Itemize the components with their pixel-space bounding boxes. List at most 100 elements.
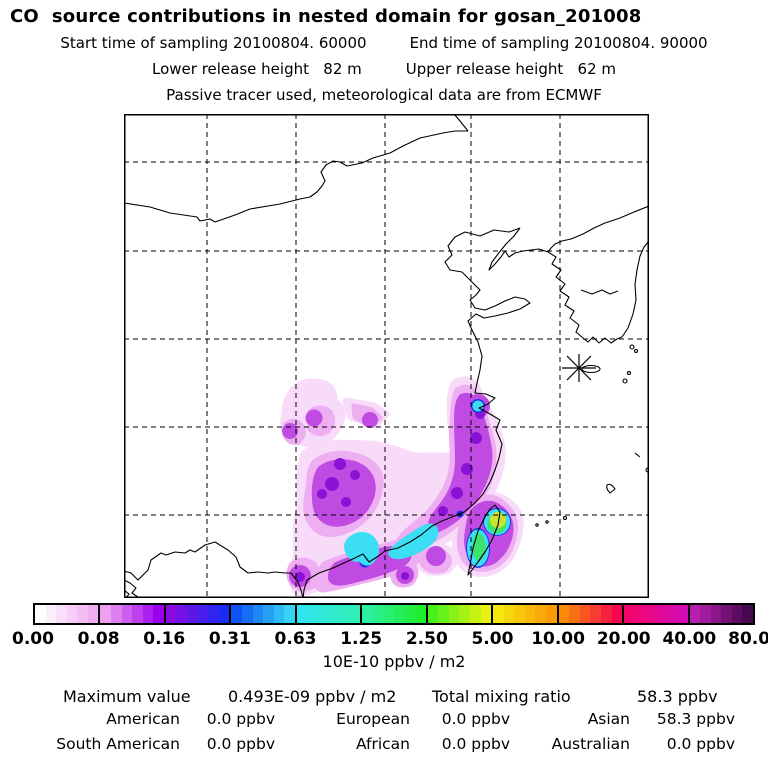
release-heights-line: Lower release height 82 m Upper release … <box>0 60 768 78</box>
colorbar-cell <box>742 605 753 623</box>
tracer-note-line: Passive tracer used, meteorological data… <box>0 86 768 104</box>
region-contributions-table: American 0.0 ppbv European 0.0 ppbv Asia… <box>30 710 735 753</box>
total-mixing-ratio-label: Total mixing ratio <box>432 687 571 706</box>
colorbar-segment <box>35 605 101 623</box>
colorbar-cell <box>284 605 295 623</box>
colorbar-cell <box>645 605 656 623</box>
region-name: South American <box>56 735 180 753</box>
colorbar-cell <box>569 605 580 623</box>
contribution-map <box>123 113 651 599</box>
colorbar <box>33 603 755 625</box>
border-korea-dmz <box>580 289 619 295</box>
colorbar-cell <box>459 605 471 623</box>
colorbar-segment <box>100 605 166 623</box>
colorbar-cell <box>634 605 646 623</box>
colorbar-segment <box>296 605 363 623</box>
colorbar-cell <box>394 605 405 623</box>
colorbar-cell <box>87 605 99 623</box>
colorbar-tick-label: 10.00 <box>531 629 585 649</box>
total-mixing-ratio-value: 58.3 ppbv <box>637 687 718 706</box>
colorbar-cell <box>535 605 547 623</box>
colorbar-cell <box>307 605 318 623</box>
colorbar-tick-label: 1.25 <box>340 629 383 649</box>
colorbar-segment <box>427 605 494 623</box>
receptor-star-icon <box>562 354 596 382</box>
colorbar-tick-label: 80.00 <box>728 629 768 649</box>
colorbar-cell <box>296 605 308 623</box>
colorbar-cell <box>263 605 274 623</box>
maximum-value-label: Maximum value <box>63 687 191 706</box>
colorbar-cell <box>208 605 219 623</box>
colorbar-cell <box>480 605 492 623</box>
colorbar-cell <box>689 605 701 623</box>
colorbar-cell <box>524 605 536 623</box>
region-value: 58.3 ppbv <box>656 710 735 728</box>
colorbar-cell <box>710 605 722 623</box>
region-value: 0.0 ppbv <box>441 735 510 753</box>
tracer-note-text: Passive tracer used, meteorological data… <box>166 86 602 104</box>
colorbar-tick-label: 0.31 <box>208 629 251 649</box>
maximum-value: 0.493E-09 ppbv / m2 <box>228 687 397 706</box>
colorbar-cell <box>153 605 164 623</box>
colorbar-cell <box>317 605 329 623</box>
graticule-grid <box>124 114 649 598</box>
colorbar-cell <box>165 605 177 623</box>
plume-max-cell <box>490 512 506 528</box>
island-dot <box>626 370 632 376</box>
colorbar-cell <box>339 605 350 623</box>
colorbar-cell <box>187 605 198 623</box>
coastline-liaodong <box>488 227 549 271</box>
coastline-korea-east <box>621 240 650 338</box>
island-dot <box>633 348 639 354</box>
colorbar-cell <box>611 605 623 623</box>
island-dot <box>622 378 628 384</box>
colorbar-cell <box>415 605 426 623</box>
map-border <box>124 114 649 598</box>
sampling-start-text: Start time of sampling 20100804. 60000 <box>60 34 367 52</box>
region-value: 0.0 ppbv <box>666 735 735 753</box>
region-name: European <box>336 710 410 728</box>
region-name: Asian <box>587 710 630 728</box>
colorbar-cell <box>77 605 88 623</box>
colorbar-cell <box>700 605 711 623</box>
coastline-border-fork <box>453 113 469 132</box>
colorbar-tick-label: 0.63 <box>274 629 317 649</box>
island-dot <box>634 452 641 458</box>
colorbar-cell <box>655 605 667 623</box>
region-name: Australian <box>551 735 630 753</box>
colorbar-tick-label: 2.50 <box>405 629 448 649</box>
colorbar-cell <box>45 605 57 623</box>
colorbar-tick-label: 0.00 <box>12 629 54 649</box>
border-se-asia <box>123 541 304 599</box>
colorbar-cell <box>666 605 677 623</box>
colorbar-segment <box>493 605 559 623</box>
colorbar-cell <box>558 605 570 623</box>
island-dot <box>562 515 568 521</box>
colorbar-cell <box>493 605 504 623</box>
colorbar-cell <box>231 605 242 623</box>
coastlines <box>123 113 651 599</box>
colorbar-cell <box>176 605 188 623</box>
colorbar-segment <box>689 605 753 623</box>
colorbar-tick-label: 0.16 <box>143 629 186 649</box>
colorbar-cell <box>132 605 143 623</box>
colorbar-tick-label: 40.00 <box>662 629 717 649</box>
colorbar-units-label: 10E-10 ppbv / m2 <box>322 652 466 671</box>
colorbar-cell <box>721 605 732 623</box>
plume-dark-layer <box>295 409 485 582</box>
colorbar-tick-label: 5.00 <box>471 629 514 649</box>
colorbar-cell <box>121 605 133 623</box>
colorbar-cell <box>383 605 394 623</box>
coastline-taiwan <box>467 504 501 576</box>
region-name: African <box>355 735 410 753</box>
colorbar-cell <box>100 605 112 623</box>
colorbar-segment <box>231 605 297 623</box>
colorbar-cell <box>349 605 361 623</box>
page-title: CO source contributions in nested domain… <box>10 6 642 27</box>
colorbar-cell <box>35 605 46 623</box>
border-corner-bits <box>123 579 139 599</box>
upper-release-text: Upper release height 62 m <box>405 60 616 78</box>
colorbar-cell <box>470 605 481 623</box>
colorbar-cell <box>600 605 612 623</box>
sampling-end-text: End time of sampling 20100804. 90000 <box>409 34 708 52</box>
